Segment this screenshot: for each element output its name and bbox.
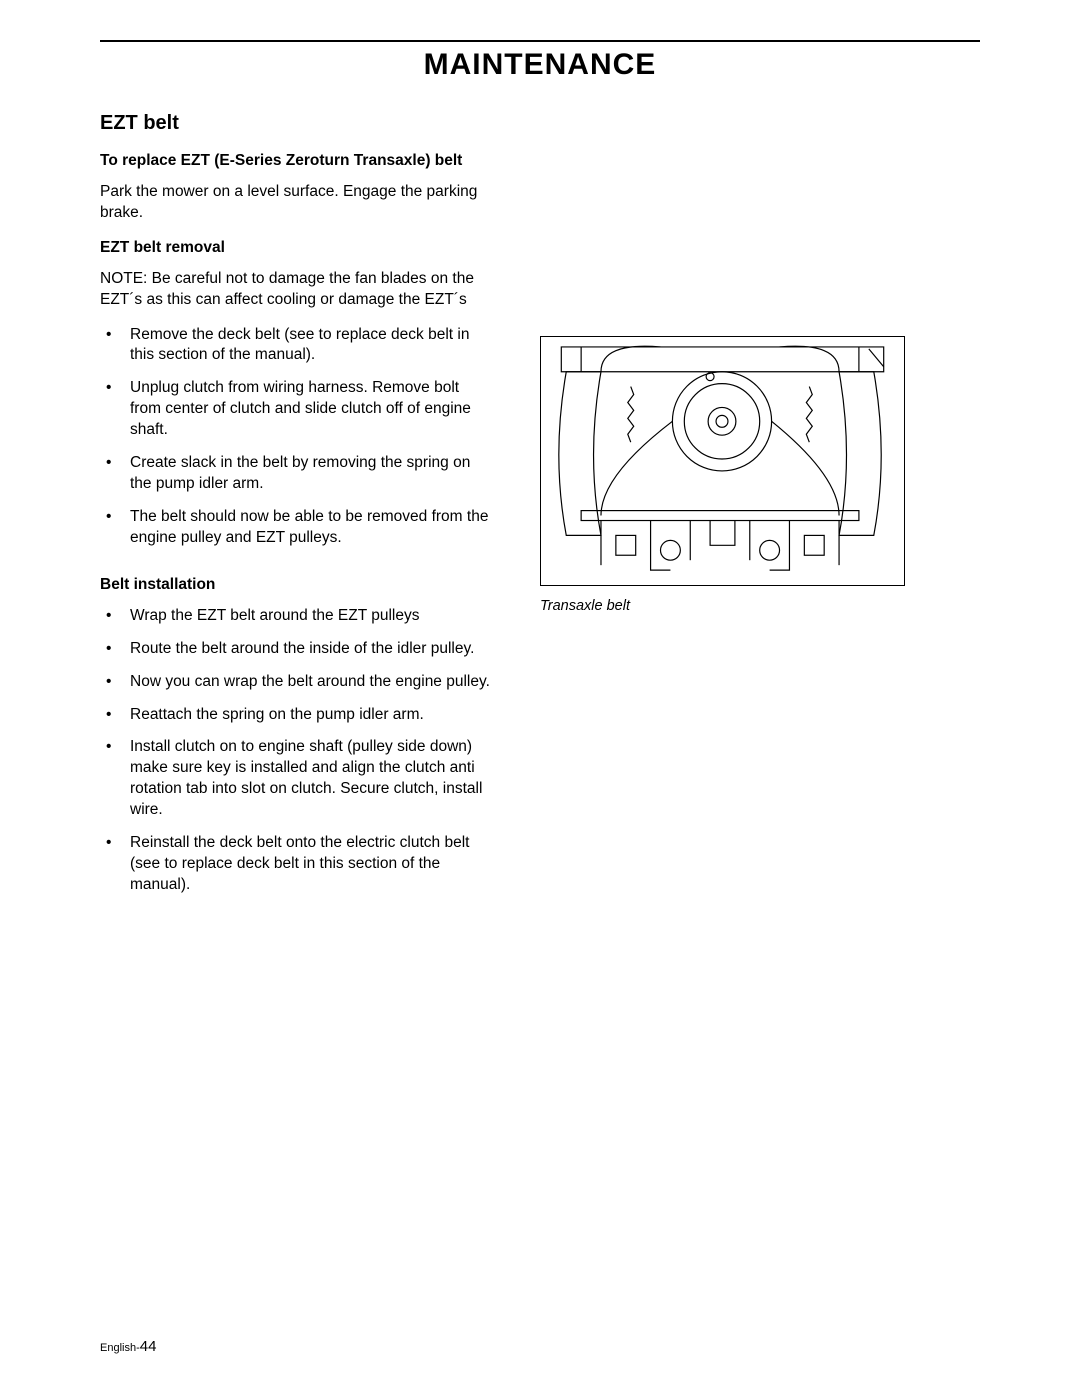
install-list: Wrap the EZT belt around the EZT pulleys… [100, 606, 490, 896]
page-title: MAINTENANCE [100, 48, 980, 82]
list-item: Reinstall the deck belt onto the electri… [100, 833, 490, 896]
transaxle-figure [540, 336, 905, 586]
list-item: Unplug clutch from wiring harness. Remov… [100, 378, 490, 441]
list-item: Now you can wrap the belt around the eng… [100, 672, 490, 693]
list-item: Install clutch on to engine shaft (pulle… [100, 737, 490, 821]
right-column: Transaxle belt [540, 112, 930, 914]
list-item: Create slack in the belt by removing the… [100, 453, 490, 495]
section-heading: EZT belt [100, 112, 490, 135]
footer-page-number: 44 [140, 1338, 157, 1355]
manual-page: MAINTENANCE EZT belt To replace EZT (E-S… [0, 0, 1080, 944]
list-item: Route the belt around the inside of the … [100, 639, 490, 660]
install-heading: Belt installation [100, 575, 490, 596]
list-item: Remove the deck belt (see to replace dec… [100, 325, 490, 367]
top-rule [100, 40, 980, 42]
left-column: EZT belt To replace EZT (E-Series Zerotu… [100, 112, 490, 914]
page-footer: English-44 [100, 1338, 156, 1355]
intro-subheading: To replace EZT (E-Series Zeroturn Transa… [100, 151, 490, 172]
removal-note: NOTE: Be careful not to damage the fan b… [100, 269, 490, 311]
removal-list: Remove the deck belt (see to replace dec… [100, 325, 490, 549]
footer-label: English- [100, 1342, 140, 1354]
content-columns: EZT belt To replace EZT (E-Series Zerotu… [100, 112, 980, 914]
list-item: The belt should now be able to be remove… [100, 507, 490, 549]
transaxle-diagram-svg [541, 337, 904, 585]
list-item: Reattach the spring on the pump idler ar… [100, 705, 490, 726]
removal-heading: EZT belt removal [100, 238, 490, 259]
intro-paragraph: Park the mower on a level surface. Engag… [100, 182, 490, 224]
list-item: Wrap the EZT belt around the EZT pulleys [100, 606, 490, 627]
figure-caption: Transaxle belt [540, 598, 930, 614]
